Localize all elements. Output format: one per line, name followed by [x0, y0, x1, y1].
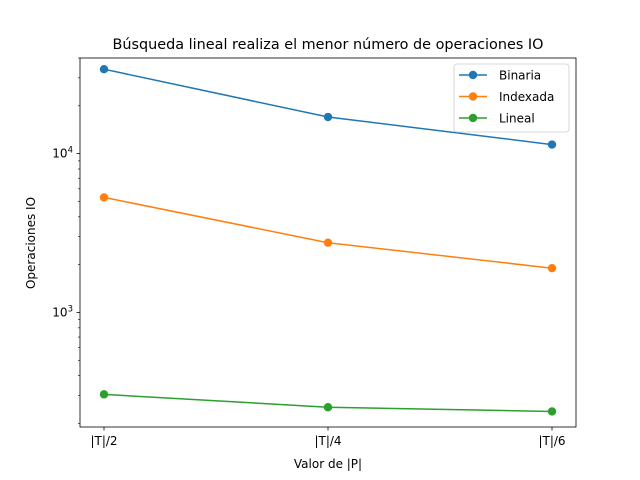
legend-marker-lineal	[468, 113, 478, 123]
legend-marker-binaria	[468, 70, 478, 80]
legend-label-indexada: Indexada	[499, 90, 554, 104]
x-tick-label: |T|/4	[314, 434, 341, 448]
y-axis-label: Operaciones IO	[24, 197, 38, 289]
y-tick-exponent: 3	[68, 304, 73, 314]
data-point-binaria	[547, 140, 557, 149]
y-tick-label: 103	[52, 304, 73, 319]
data-point-binaria	[99, 65, 109, 74]
y-tick-exponent: 4	[68, 146, 73, 156]
x-tick-label: |T|/2	[90, 434, 117, 448]
data-point-lineal	[547, 407, 557, 416]
y-tick-label: 104	[52, 146, 73, 161]
data-point-lineal	[323, 403, 333, 412]
data-point-indexada	[547, 263, 557, 273]
legend-label-lineal: Lineal	[499, 111, 535, 125]
x-axis-label: Valor de |P|	[294, 457, 362, 471]
data-point-indexada	[323, 238, 333, 247]
axes-frame	[79, 57, 577, 428]
legend: Binaria Indexada Lineal	[453, 63, 570, 133]
legend-label-binaria: Binaria	[499, 68, 541, 82]
data-point-binaria	[323, 112, 333, 122]
legend-marker-indexada	[468, 92, 478, 101]
data-point-indexada	[99, 193, 109, 202]
chart-title: Búsqueda lineal realiza el menor número …	[113, 37, 544, 53]
y-tick-base: 10	[52, 147, 67, 161]
legend-box	[453, 63, 570, 133]
y-tick-base: 10	[52, 305, 67, 319]
x-tick-label: |T|/6	[538, 434, 565, 448]
data-point-lineal	[99, 390, 109, 399]
